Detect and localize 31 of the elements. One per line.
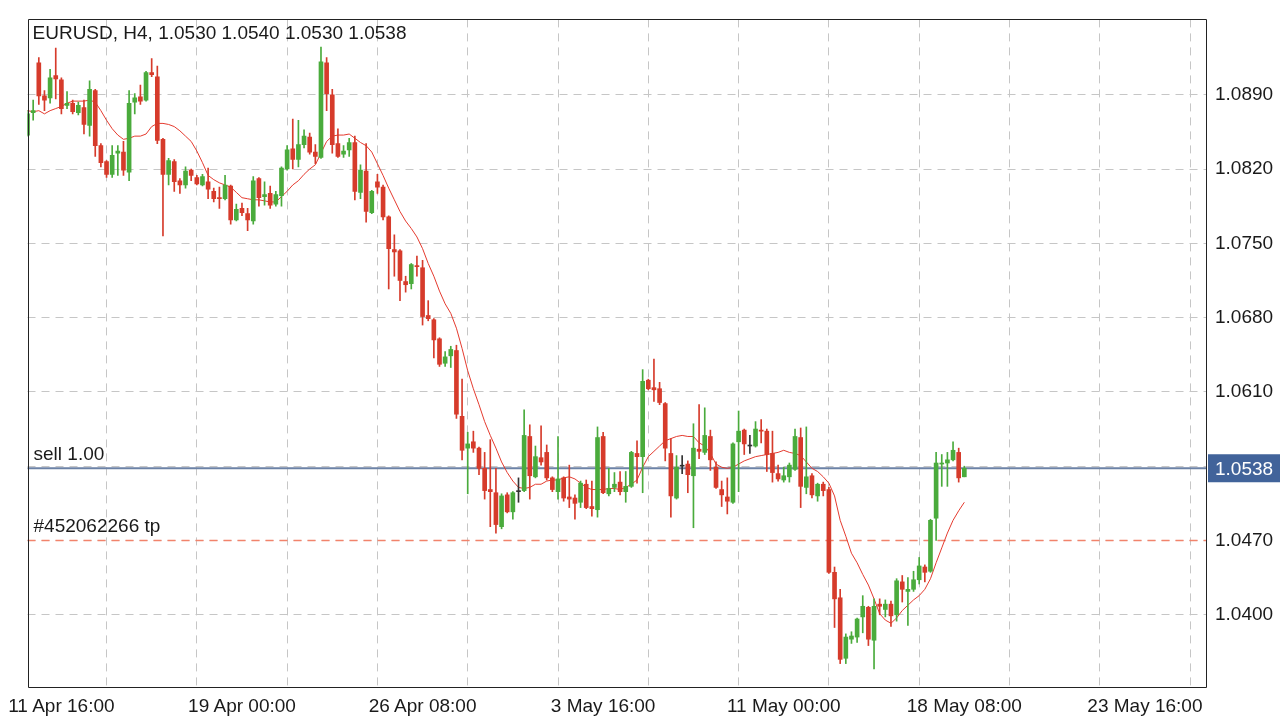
candlestick xyxy=(30,99,36,121)
y-tick-label: 1.0750 xyxy=(1215,231,1274,253)
x-tick-label: 11 Apr 16:00 xyxy=(8,694,115,716)
x-tick-label: 23 May 16:00 xyxy=(1087,694,1203,716)
chart-title: EURUSD, H4, 1.0530 1.0540 1.0530 1.0538 xyxy=(32,22,407,44)
x-tick-label: 26 Apr 08:00 xyxy=(368,694,477,716)
y-tick-label: 1.0890 xyxy=(1215,82,1274,104)
candlestick xyxy=(606,467,612,497)
candlestick xyxy=(53,47,59,100)
y-tick-label: 1.0610 xyxy=(1215,380,1274,402)
x-tick-label: 18 May 08:00 xyxy=(906,694,1022,716)
text: 1.0538 xyxy=(1215,457,1274,479)
y-tick-label: 1.0400 xyxy=(1215,603,1274,625)
candlestick xyxy=(724,477,730,515)
candlestick xyxy=(696,404,702,460)
candlestick xyxy=(414,255,420,277)
candlestick xyxy=(290,118,296,170)
ref-line-label: #452062266 tp xyxy=(33,515,161,537)
ref-line-label: sell 1.00 xyxy=(33,443,105,465)
y-tick-label: 1.0680 xyxy=(1215,305,1274,327)
candlestick xyxy=(803,426,809,495)
x-tick-label: 3 May 16:00 xyxy=(550,694,656,716)
candlestick xyxy=(877,598,883,616)
y-tick-label: 1.0470 xyxy=(1215,528,1274,550)
candlestick xyxy=(64,91,70,109)
candlestick xyxy=(149,58,155,78)
candlestick xyxy=(679,455,685,474)
x-tick-label: 19 Apr 00:00 xyxy=(188,694,296,716)
x-tick-label: 11 May 00:00 xyxy=(726,694,841,716)
candlestick xyxy=(132,93,138,115)
y-tick-label: 1.0820 xyxy=(1215,157,1274,179)
